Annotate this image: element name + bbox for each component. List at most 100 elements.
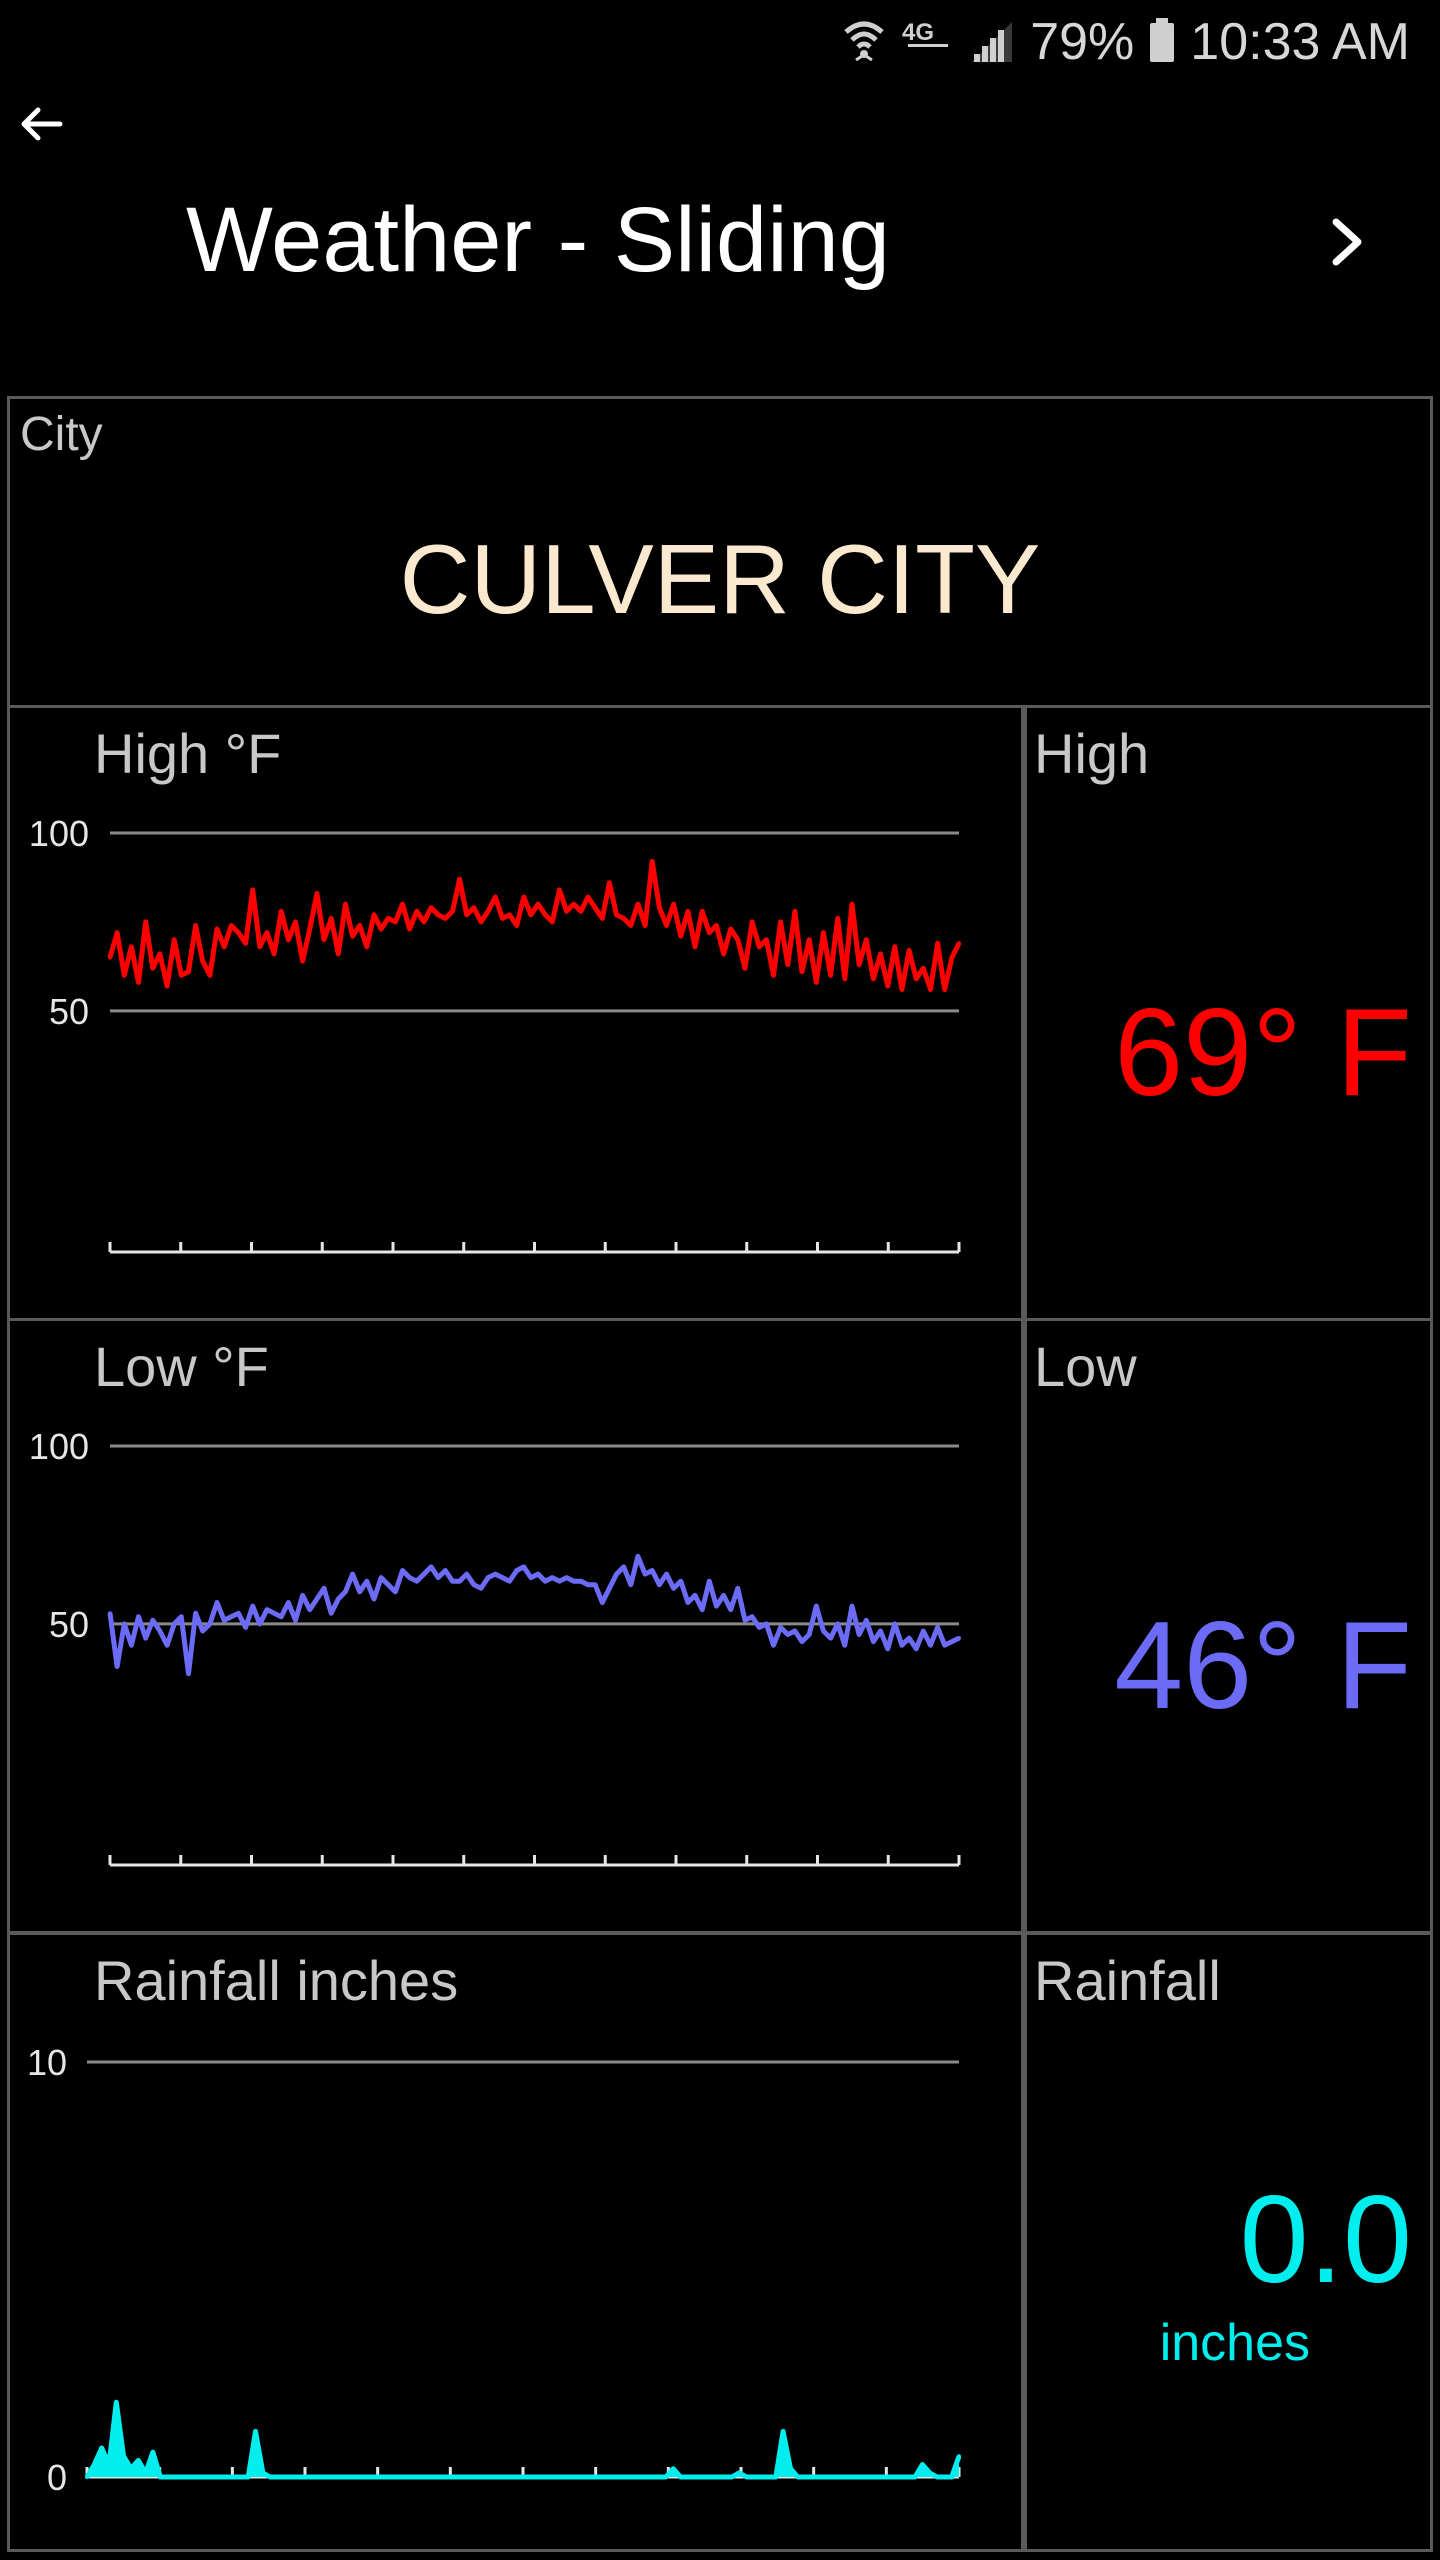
data-point [479,919,483,924]
data-point [678,1579,683,1584]
data-point [803,2475,808,2479]
data-point [414,1579,419,1584]
data-point [619,2475,624,2479]
data-point [488,2475,492,2479]
data-point [85,2475,89,2479]
data-point [869,2475,874,2479]
data-point [583,2475,588,2479]
data-point [621,916,626,921]
data-point [357,1589,362,1594]
chevron-right-icon[interactable] [1320,210,1376,274]
series-line [107,1553,961,1677]
city-name: CULVER CITY [399,524,1041,634]
data-point [657,905,662,910]
data-point [514,1568,519,1573]
data-point [744,2475,749,2479]
high-value: 69° F [1114,984,1412,1122]
data-point [114,2400,119,2405]
data-point [92,2462,97,2467]
data-point [165,984,170,988]
data-point [935,2475,939,2479]
data-point [878,951,883,956]
data-point [899,1643,904,1648]
data-point [172,1621,177,1626]
high-label: High [1034,722,1150,785]
data-point [850,1604,854,1609]
data-point [957,1636,961,1641]
data-point [927,2470,932,2475]
data-point [279,909,284,914]
data-point [336,951,341,956]
data-point [693,944,697,949]
data-point [238,2475,243,2479]
data-point [224,2475,229,2479]
data-point [546,2475,551,2479]
data-point [671,2466,676,2471]
y-tick-label-10: 10 [27,2042,67,2083]
data-point [143,919,148,924]
y-tick-label-100: 100 [29,813,89,854]
data-point [864,937,869,942]
data-point [785,1632,790,1637]
svg-text:4G: 4G [902,19,934,46]
data-point [407,1575,412,1580]
data-point [557,887,562,892]
data-point [186,1671,191,1676]
data-point [372,912,376,917]
data-point [635,1554,640,1559]
data-point [750,919,755,924]
data-point [312,2475,317,2479]
data-point [443,1568,448,1573]
data-point [307,1607,312,1612]
data-point [578,1579,583,1584]
data-point [707,2475,712,2479]
high-value-cell: High 69° F [1021,705,1433,1321]
data-point [194,2475,199,2479]
data-point [356,2475,361,2479]
data-point [514,923,519,928]
data-point [550,919,555,924]
data-point [766,2475,771,2479]
signal-icon [968,16,1016,69]
series-area [87,2402,959,2477]
data-point [322,937,326,942]
data-point [907,1636,912,1641]
data-point [486,909,491,914]
data-point [370,2475,375,2479]
data-point [336,1597,341,1601]
data-point [643,923,648,928]
data-point [678,2475,683,2479]
data-point [828,973,833,978]
back-arrow-icon[interactable] [14,96,70,152]
rain-value: 0.0 [1239,2171,1412,2309]
data-point [656,2475,661,2479]
data-point [450,1579,455,1584]
data-point [243,941,248,946]
data-point [685,909,690,914]
data-point [935,1625,940,1630]
data-point [935,941,940,946]
data-point [814,980,819,985]
data-point [621,1564,626,1569]
data-point [532,2475,536,2479]
data-point [771,973,776,978]
low-chart-cell: Low °F 100 50 [7,1318,1027,1934]
data-point [297,2475,302,2479]
data-point [835,1621,840,1626]
data-point [764,937,769,942]
series-line [107,859,962,992]
data-point [842,976,847,981]
data-point [957,2454,961,2459]
data-point [899,987,904,992]
data-point [222,944,227,949]
data-point [521,1564,526,1569]
data-point [253,2429,258,2434]
data-point [678,934,683,939]
data-point [236,930,241,935]
data-point [215,927,219,931]
data-point [771,1643,776,1648]
y-tick-label-50: 50 [49,991,89,1032]
data-point [129,1643,134,1648]
data-point [400,1568,405,1573]
data-point [905,2475,910,2479]
